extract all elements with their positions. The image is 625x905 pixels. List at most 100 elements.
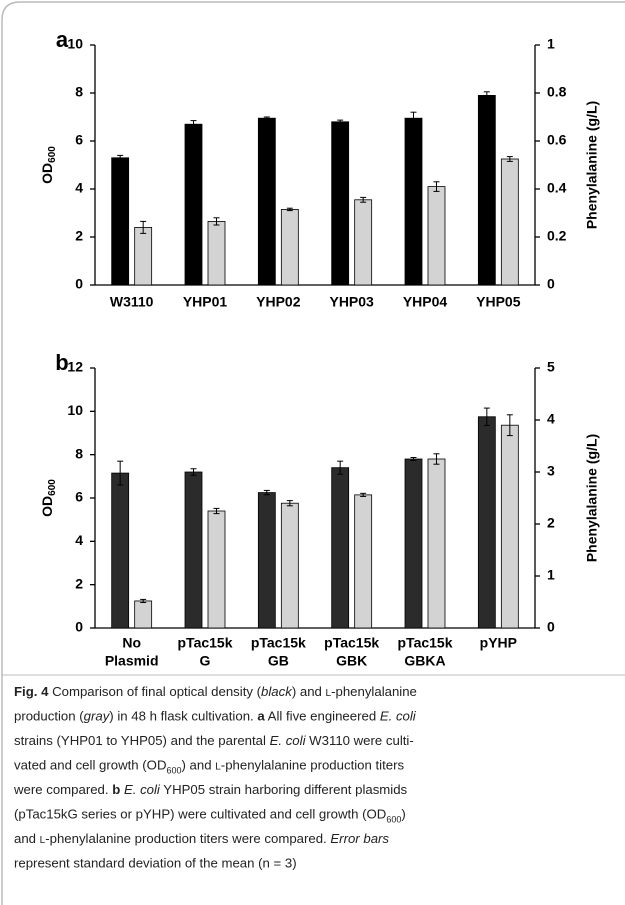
error-bar [410, 111, 417, 125]
y2-tick-label: 3 [547, 463, 555, 479]
error-bar [190, 120, 197, 129]
bar [477, 416, 496, 629]
error-bar [506, 414, 513, 437]
y2-axis-title: Phenylalanine (g/L) [584, 434, 600, 562]
x-tick-label: pTac15k [398, 635, 453, 651]
error-bar [410, 456, 417, 462]
x-tick-label: GBKA [404, 653, 445, 669]
y-tick-label: 6 [75, 489, 83, 505]
y-tick-label: 0 [75, 619, 83, 635]
caption-run: gray [84, 709, 111, 724]
x-tick-label: pTac15k [324, 635, 379, 651]
bar [184, 123, 203, 286]
caption-run: black [261, 684, 293, 699]
y2-tick-label: 4 [547, 411, 555, 427]
caption-run: were compared. [13, 782, 112, 797]
bar [404, 458, 423, 629]
caption-run: All five engineered [265, 709, 380, 724]
bar [331, 467, 350, 629]
y-axis-title-main: OD [39, 163, 55, 184]
caption-run: 600 [386, 815, 401, 825]
caption-line: Fig. 4 Comparison of final optical densi… [14, 684, 417, 699]
x-tick-label: No [122, 635, 141, 651]
panel-label: b [55, 350, 68, 375]
caption-run: (pTac15kG series or pYHP) were cultivate… [14, 807, 386, 822]
x-tick-label: Plasmid [105, 653, 159, 669]
caption-run: production ( [14, 709, 84, 724]
y-axis-title: OD600 [39, 146, 58, 184]
bar [207, 220, 226, 286]
x-tick-label: YHP04 [403, 294, 448, 310]
error-bar [117, 460, 124, 486]
error-bar [117, 154, 124, 161]
panel-label: a [56, 27, 69, 52]
error-bar [190, 468, 197, 476]
error-bar [213, 507, 220, 515]
caption-run: vated and cell growth (OD [14, 758, 166, 773]
y2-tick-label: 0.6 [547, 132, 567, 148]
y-tick-label: 8 [75, 84, 83, 100]
caption-line: production (gray) in 48 h flask cultivat… [14, 709, 417, 724]
bar [500, 158, 519, 286]
caption-run: Error bars [330, 831, 389, 846]
y-tick-label: 8 [75, 445, 83, 461]
y-tick-label: 4 [75, 180, 83, 196]
x-tick-label: YHP01 [183, 294, 228, 310]
bar [134, 226, 153, 286]
y2-tick-label: 1 [547, 567, 555, 583]
bar [354, 199, 373, 286]
x-tick-label: pTac15k [178, 635, 233, 651]
caption-run: W3110 were culti- [306, 733, 414, 748]
x-tick-label: W3110 [110, 294, 154, 310]
bar [280, 502, 299, 629]
bar [427, 458, 446, 629]
caption-line: were compared. b E. coli YHP05 strain ha… [13, 782, 408, 797]
bar [111, 157, 130, 286]
x-tick-label: YHP02 [256, 294, 301, 310]
error-bar [506, 156, 513, 162]
caption-run: YHP05 strain harboring different plasmid… [160, 782, 408, 797]
caption-run: -phenylalanine production titers were co… [45, 831, 330, 846]
error-bar [286, 207, 293, 212]
error-bar [213, 217, 220, 226]
y2-tick-label: 0.2 [547, 228, 567, 244]
x-tick-label: GB [268, 653, 289, 669]
caption-run: represent standard deviation of the mean… [14, 856, 297, 871]
bar [354, 494, 373, 629]
y2-tick-label: 5 [547, 359, 555, 375]
caption-run: ) and [292, 684, 326, 699]
caption-run: L [40, 835, 46, 846]
y-tick-label: 10 [67, 36, 83, 52]
y2-axis-title: Phenylalanine (g/L) [584, 101, 600, 229]
y2-tick-label: 0 [547, 619, 555, 635]
caption-run: -phenylalanine [331, 684, 417, 699]
caption-run: E. coli [124, 782, 161, 797]
caption-run: -phenylalanine production titers [221, 758, 405, 773]
x-tick-label: G [200, 653, 211, 669]
y-tick-label: 6 [75, 132, 83, 148]
error-bar [337, 460, 344, 475]
bar [111, 472, 130, 629]
error-bar [483, 91, 490, 100]
caption-run: 600 [166, 766, 181, 776]
bar [257, 492, 276, 629]
caption-line: vated and cell growth (OD600) and L-phen… [14, 758, 404, 776]
error-bar [360, 492, 367, 497]
error-bar [286, 500, 293, 507]
bar [404, 117, 423, 286]
caption-run: E. coli [380, 709, 417, 724]
y2-tick-label: 0 [547, 276, 555, 292]
bar [500, 424, 519, 629]
caption-run: a [257, 709, 265, 724]
y-tick-label: 12 [67, 359, 83, 375]
x-tick-label: pYHP [480, 635, 517, 651]
bar [280, 208, 299, 286]
y2-tick-label: 0.8 [547, 84, 567, 100]
error-bar [483, 407, 490, 426]
y-tick-label: 2 [75, 228, 83, 244]
y-tick-label: 10 [67, 402, 83, 418]
error-bar [433, 181, 440, 192]
caption-run: and [14, 831, 40, 846]
